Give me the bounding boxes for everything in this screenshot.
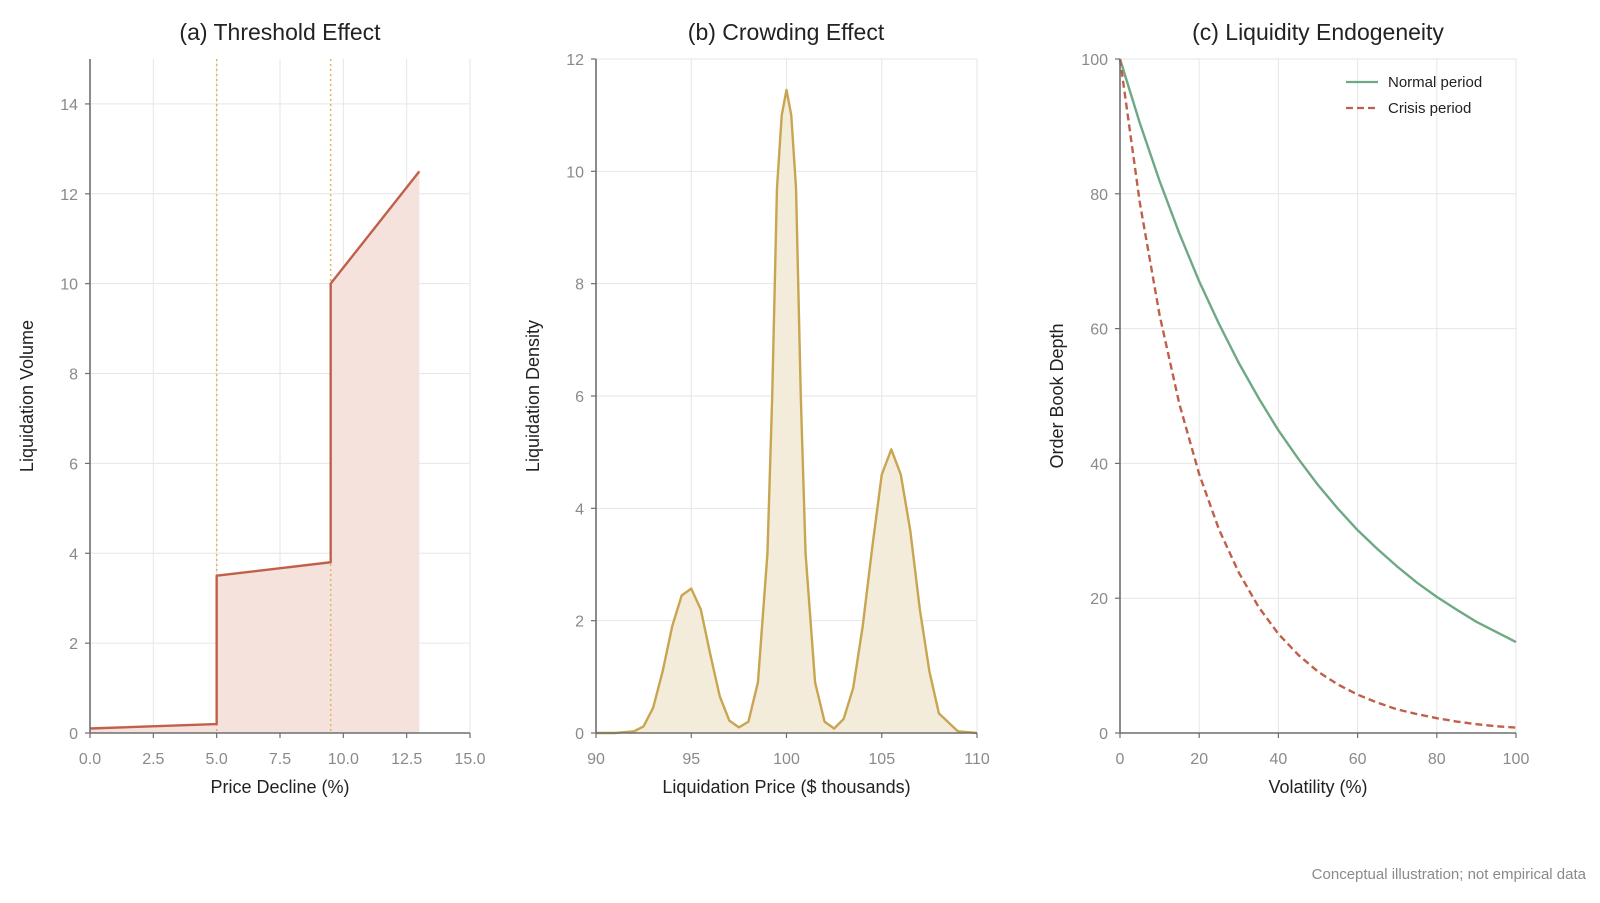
y-axis-label: Liquidation Volume [17,320,37,472]
y-tick-label: 10 [566,164,584,181]
y-tick-label: 4 [575,501,584,518]
x-tick-label: 110 [964,751,990,768]
y-axis-label: Liquidation Density [523,320,543,472]
y-tick-label: 60 [1090,322,1108,339]
x-tick-label: 15.0 [454,751,485,768]
footnote: Conceptual illustration; not empirical d… [1312,866,1587,883]
x-tick-label: 7.5 [269,751,291,768]
series-line-crisis-period [1118,58,1517,729]
chart-title: (a) Threshold Effect [179,19,381,45]
series-fill-area [90,171,420,734]
y-tick-label: 14 [60,97,78,114]
y-tick-label: 6 [575,389,584,406]
x-tick-label: 5.0 [206,751,228,768]
x-tick-label: 0.0 [79,751,101,768]
y-tick-label: 2 [575,614,584,631]
x-tick-label: 80 [1428,751,1446,768]
x-tick-label: 40 [1270,751,1288,768]
series-line [596,88,978,735]
y-tick-label: 100 [1081,52,1108,69]
y-tick-label: 20 [1090,591,1108,608]
x-tick-label: 105 [868,751,895,768]
x-tick-label: 0 [1116,751,1125,768]
y-tick-label: 8 [69,367,78,384]
y-tick-label: 12 [566,52,584,69]
series-line-normal-period [1118,58,1517,644]
y-tick-label: 8 [575,277,584,294]
x-tick-label: 2.5 [142,751,164,768]
y-tick-label: 0 [1099,726,1108,743]
x-tick-label: 12.5 [391,751,422,768]
x-tick-label: 60 [1349,751,1367,768]
x-tick-label: 95 [682,751,700,768]
legend: Normal period Crisis period [1346,74,1482,117]
y-tick-label: 4 [69,546,78,563]
x-axis-label: Volatility (%) [1268,777,1367,797]
y-tick-label: 0 [575,726,584,743]
x-axis-label: Price Decline (%) [210,777,349,797]
y-axis-label: Order Book Depth [1047,323,1067,468]
x-tick-label: 100 [773,751,800,768]
series-line [89,170,421,730]
y-tick-label: 0 [69,726,78,743]
y-tick-label: 80 [1090,187,1108,204]
y-tick-label: 12 [60,187,78,204]
x-tick-label: 10.0 [328,751,359,768]
x-tick-label: 90 [587,751,605,768]
y-tick-label: 40 [1090,456,1108,473]
x-tick-label: 20 [1190,751,1208,768]
y-tick-label: 2 [69,636,78,653]
x-tick-label: 100 [1503,751,1530,768]
chart-title: (b) Crowding Effect [688,19,885,45]
y-tick-label: 10 [60,277,78,294]
panel-liquidity-endogeneity: 0 20 40 60 80 100 0 20 40 60 80 100 (c) Liquidity En… [1047,19,1529,797]
legend-label: Normal period [1388,74,1482,91]
legend-label: Crisis period [1388,100,1471,117]
x-axis-label: Liquidation Price ($ thousands) [662,777,910,797]
y-tick-label: 6 [69,456,78,473]
panel-threshold-effect: 0.0 2.5 5.0 7.5 10.0 12.5 15.0 0 2 4 6 8 10 12 14 (a) T… [17,19,486,797]
panel-crowding-effect: 90 95 100 105 110 0 2 4 6 8 10 12 (b) Crowding Effec… [523,19,990,797]
chart-title: (c) Liquidity Endogeneity [1192,19,1444,45]
series-fill-area [596,89,977,734]
